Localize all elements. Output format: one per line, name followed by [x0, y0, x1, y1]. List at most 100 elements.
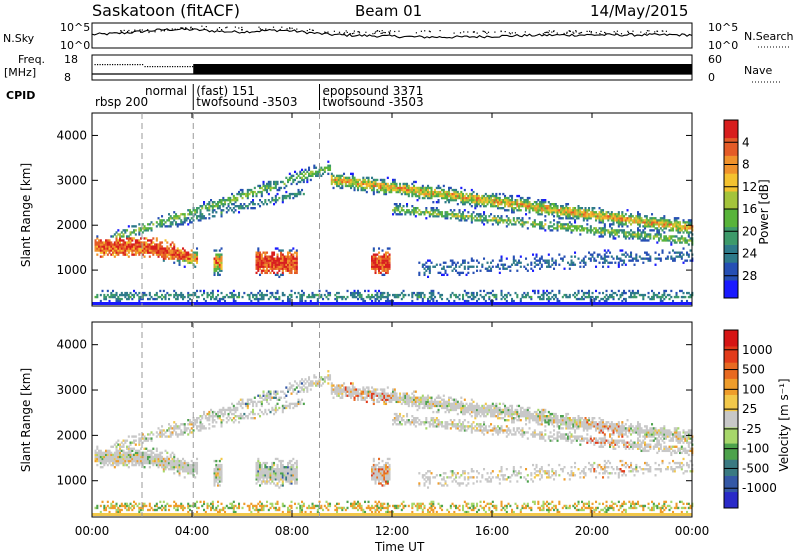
power-cell-99 — [113, 293, 116, 297]
power-cell-1370 — [309, 295, 312, 299]
nsky-dot — [384, 32, 386, 34]
power-cell-843 — [231, 203, 234, 206]
power-cell-330 — [147, 297, 150, 301]
power-cell-3686 — [663, 231, 666, 234]
power-ylabel: Slant Range [km] — [19, 163, 33, 267]
power-cell-934 — [255, 293, 258, 297]
power-cell-3467 — [631, 233, 634, 236]
power-cell-1033 — [266, 293, 269, 297]
power-cell-1024 — [264, 257, 267, 260]
power-cell-914 — [250, 201, 253, 204]
power-cell-652 — [194, 211, 197, 214]
power-cell-3015 — [570, 263, 573, 266]
velocity-cell-62 — [106, 463, 109, 467]
nsky-dot — [472, 31, 474, 33]
power-cell-1096 — [273, 295, 276, 299]
power-cell-3354 — [617, 289, 620, 293]
power-cell-975 — [259, 255, 262, 258]
power-cell-2102 — [437, 184, 440, 188]
velocity-cell-413 — [159, 431, 162, 434]
power-cell-2054 — [430, 186, 433, 190]
power-cell-1592 — [369, 184, 372, 188]
velocity-cell-293 — [141, 508, 144, 512]
velocity-cell-795 — [220, 478, 223, 481]
power-cell-3230 — [600, 215, 603, 218]
power-cell-2864 — [547, 253, 550, 256]
power-cell-3699 — [665, 235, 668, 238]
power-cell-2041 — [430, 295, 433, 299]
power-cell-55 — [105, 247, 108, 250]
power-cell-2552 — [502, 263, 505, 266]
velocity-cell-438 — [162, 433, 165, 436]
power-cell-2677 — [521, 293, 524, 297]
power-cell-516 — [175, 253, 178, 256]
velocity-cell-796 — [220, 476, 223, 479]
power-cell-374 — [154, 251, 157, 254]
power-cell-979 — [259, 199, 262, 202]
power-cell-772 — [217, 205, 220, 208]
power-cell-1670 — [378, 265, 381, 268]
nsky-dot — [286, 28, 288, 30]
power-cell-2776 — [537, 259, 540, 262]
power-colorbar-tick-label-0: 4 — [742, 135, 750, 149]
velocity-cell-459 — [166, 451, 169, 455]
power-cell-2477 — [491, 223, 494, 226]
power-cell-2437 — [486, 291, 489, 295]
power-cell-871 — [238, 291, 241, 295]
power-cell-527 — [176, 259, 179, 262]
power-cell-396 — [157, 249, 160, 252]
power-cell-3539 — [642, 237, 645, 240]
power-cell-2447 — [486, 194, 489, 198]
power-cell-3628 — [654, 217, 657, 220]
power-cell-3041 — [574, 255, 577, 258]
power-cell-3241 — [602, 229, 605, 232]
power-cell-2628 — [512, 209, 515, 212]
power-cell-2892 — [551, 211, 554, 214]
power-cell-243 — [133, 229, 136, 232]
power-cell-298 — [141, 251, 144, 254]
power-cell-570 — [182, 247, 185, 250]
power-cell-2691 — [523, 221, 526, 224]
power-cell-1261 — [290, 269, 293, 272]
velocity-cell-15 — [96, 447, 99, 450]
power-cell-104 — [113, 245, 116, 248]
power-cell-2282 — [463, 209, 466, 212]
power-cell-252 — [134, 241, 137, 244]
power-cell-1714 — [381, 184, 384, 188]
power-cell-1504 — [350, 184, 353, 188]
power-cell-1082 — [271, 291, 274, 295]
power-cell-3155 — [589, 229, 592, 232]
velocity-cell-543 — [178, 466, 181, 469]
velocity-cell-286 — [140, 457, 143, 461]
power-cell-2459 — [490, 299, 493, 303]
velocity-cell-399 — [157, 453, 160, 457]
power-cell-3616 — [652, 219, 655, 222]
power-cell-2733 — [530, 261, 533, 264]
velocity-cell-667 — [196, 419, 199, 422]
power-cell-569 — [182, 251, 185, 254]
power-cell-537 — [176, 215, 179, 218]
power-cell-1340 — [301, 293, 304, 297]
power-cell-1070 — [269, 263, 272, 266]
power-cell-2384 — [477, 203, 480, 206]
power-cell-2448 — [488, 297, 491, 301]
power-cell-2779 — [537, 211, 540, 214]
power-cell-561 — [180, 213, 183, 216]
power-cell-2990 — [567, 261, 570, 264]
power-cell-3 — [94, 245, 97, 248]
power-cell-1247 — [288, 257, 291, 260]
power-cell-2680 — [521, 221, 524, 224]
power-cell-3809 — [680, 225, 683, 228]
power-cell-2005 — [425, 194, 428, 198]
power-cell-57 — [105, 243, 108, 246]
power-cell-2125 — [442, 267, 445, 270]
power-cell-2258 — [462, 295, 465, 299]
power-cell-1735 — [383, 182, 386, 186]
power-cell-2279 — [463, 219, 466, 222]
power-cell-498 — [173, 289, 176, 293]
power-cell-508 — [173, 219, 176, 222]
power-cell-1591 — [369, 186, 372, 190]
power-cell-2692 — [523, 205, 526, 208]
power-cell-3797 — [679, 221, 682, 224]
power-cell-844 — [231, 199, 234, 202]
